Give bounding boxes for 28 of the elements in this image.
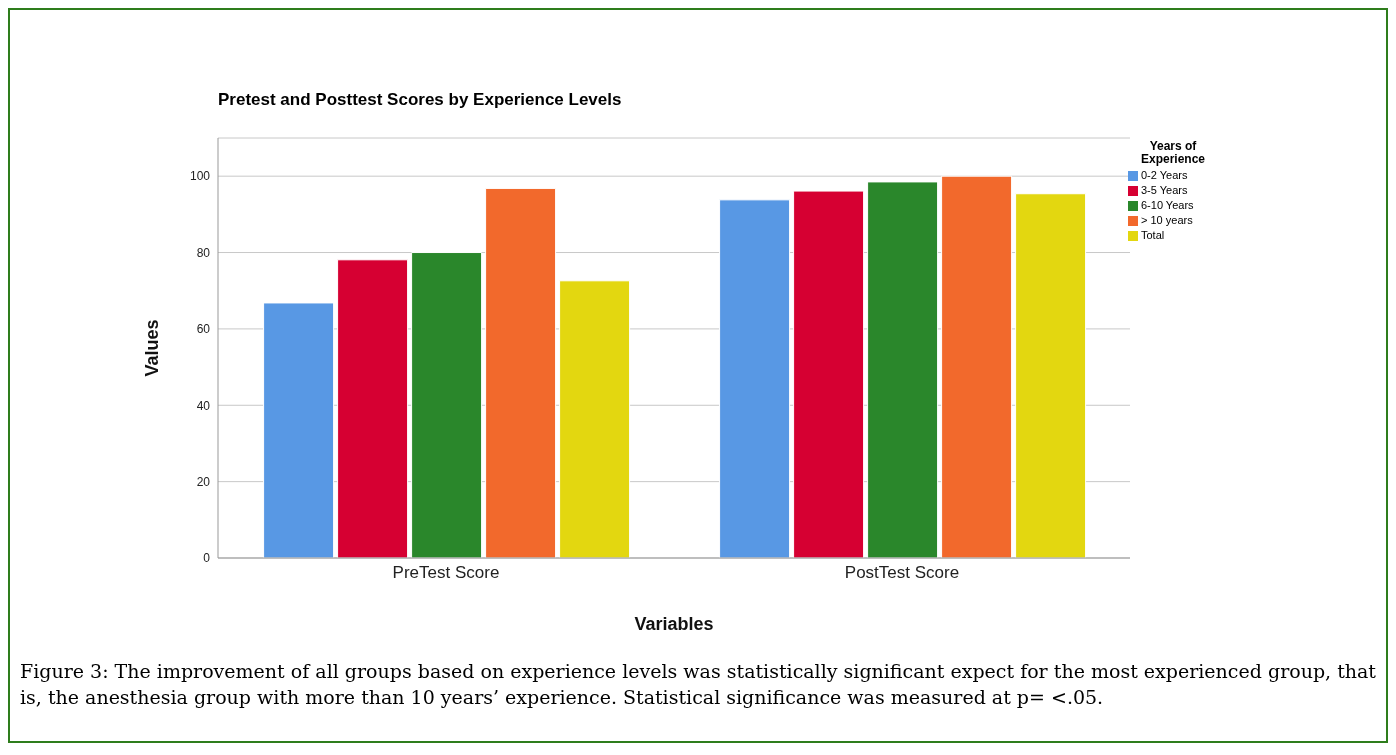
caption: Figure 3: The improvement of all groups based on experience levels was statistically significant expect for the most experienced group, that is, the anesthesia group with more than 10 years’ experience. Statistical significance was measured at p= <.05. [20, 659, 1376, 710]
x-tick-label: PostTest Score [844, 563, 960, 583]
bar [263, 302, 335, 558]
legend-label: Total [1141, 228, 1165, 243]
legend-label: 0-2 Years [1141, 168, 1188, 183]
y-axis-title: Values [142, 319, 163, 377]
x-axis-title: Variables [634, 614, 714, 634]
x-tick-label: PreTest Score [392, 563, 500, 583]
y-tick-label: 0 [203, 551, 211, 566]
y-tick-label: 40 [196, 398, 211, 413]
bar [485, 187, 557, 558]
y-tick-label: 60 [196, 322, 211, 337]
bar [793, 190, 865, 558]
bar [719, 199, 791, 558]
chart-title: Pretest and Posttest Scores by Experience Levels [218, 90, 622, 110]
bar [411, 252, 483, 558]
bar [1015, 193, 1087, 558]
y-tick-label: 20 [196, 474, 211, 489]
legend-title: Years of Experience [1139, 139, 1206, 166]
legend-label: 3-5 Years [1141, 183, 1188, 198]
bar [559, 280, 631, 558]
bar [867, 181, 939, 558]
legend-label: 6-10 Years [1141, 198, 1194, 213]
y-tick-label: 100 [189, 169, 211, 184]
bar [337, 259, 409, 558]
y-tick-label: 80 [196, 245, 211, 260]
bar [941, 175, 1013, 558]
legend-label: > 10 years [1141, 213, 1193, 228]
